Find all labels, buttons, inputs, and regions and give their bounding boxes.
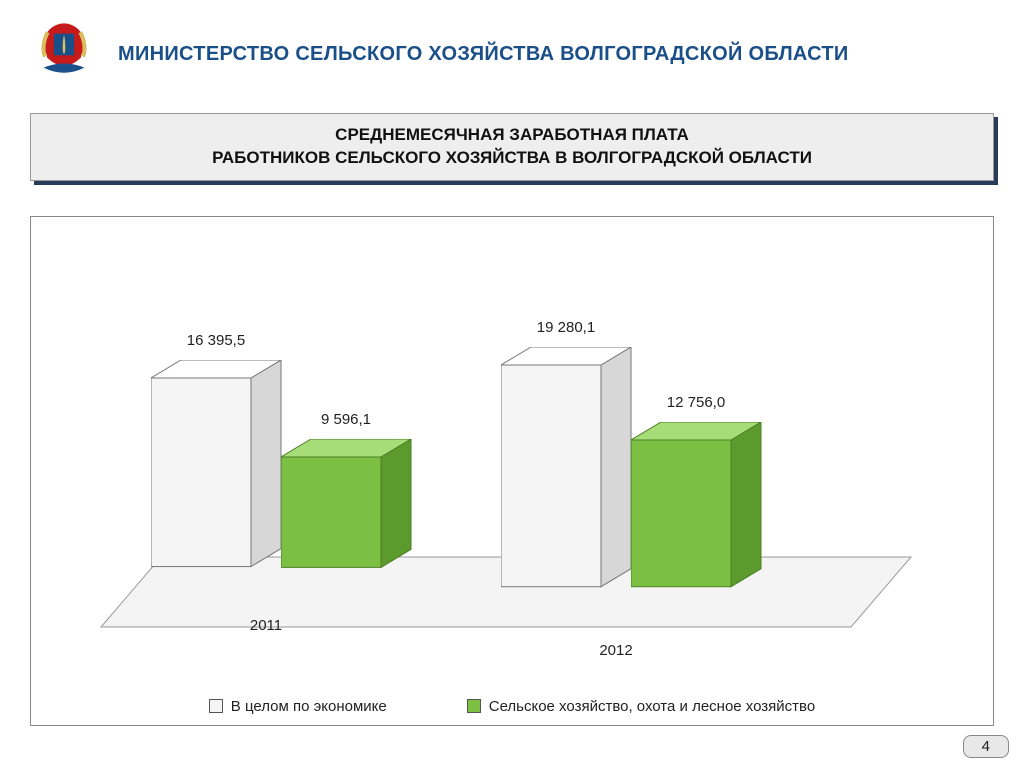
bar-value-label: 9 596,1 — [276, 411, 416, 428]
subtitle-line-1: СРЕДНЕМЕСЯЧНАЯ ЗАРАБОТНАЯ ПЛАТА — [51, 124, 973, 147]
bar-2011-series-0 — [151, 360, 283, 569]
category-label: 2011 — [191, 617, 341, 634]
region-emblem-icon — [30, 20, 98, 88]
legend-label-economy: В целом по экономике — [231, 698, 387, 715]
slide: МИНИСТЕРСТВО СЕЛЬСКОГО ХОЗЯЙСТВА ВОЛГОГР… — [0, 0, 1024, 768]
legend-item-economy: В целом по экономике — [209, 698, 387, 715]
legend-label-agriculture: Сельское хозяйство, охота и лесное хозяй… — [489, 698, 815, 715]
bar-value-label: 12 756,0 — [626, 394, 766, 411]
category-label: 2012 — [541, 642, 691, 659]
chart-legend: В целом по экономике Сельское хозяйство,… — [31, 698, 993, 715]
legend-swatch-economy — [209, 699, 223, 713]
subtitle-line-2: РАБОТНИКОВ СЕЛЬСКОГО ХОЗЯЙСТВА В ВОЛГОГР… — [51, 147, 973, 170]
bar-2012-series-1 — [631, 422, 763, 589]
chart-frame: 16 395,59 596,1201119 280,112 756,02012 … — [30, 216, 994, 726]
header: МИНИСТЕРСТВО СЕЛЬСКОГО ХОЗЯЙСТВА ВОЛГОГР… — [0, 0, 1024, 98]
header-title: МИНИСТЕРСТВО СЕЛЬСКОГО ХОЗЯЙСТВА ВОЛГОГР… — [118, 43, 849, 66]
subtitle-box: СРЕДНЕМЕСЯЧНАЯ ЗАРАБОТНАЯ ПЛАТА РАБОТНИК… — [30, 113, 994, 181]
legend-swatch-agriculture — [467, 699, 481, 713]
bar-value-label: 19 280,1 — [496, 319, 636, 336]
bar-value-label: 16 395,5 — [146, 332, 286, 349]
bar-2012-series-0 — [501, 347, 633, 589]
page-number: 4 — [963, 735, 1009, 758]
chart-plot: 16 395,59 596,1201119 280,112 756,02012 — [31, 217, 993, 655]
bar-2011-series-1 — [281, 439, 413, 569]
legend-item-agriculture: Сельское хозяйство, охота и лесное хозяй… — [467, 698, 815, 715]
